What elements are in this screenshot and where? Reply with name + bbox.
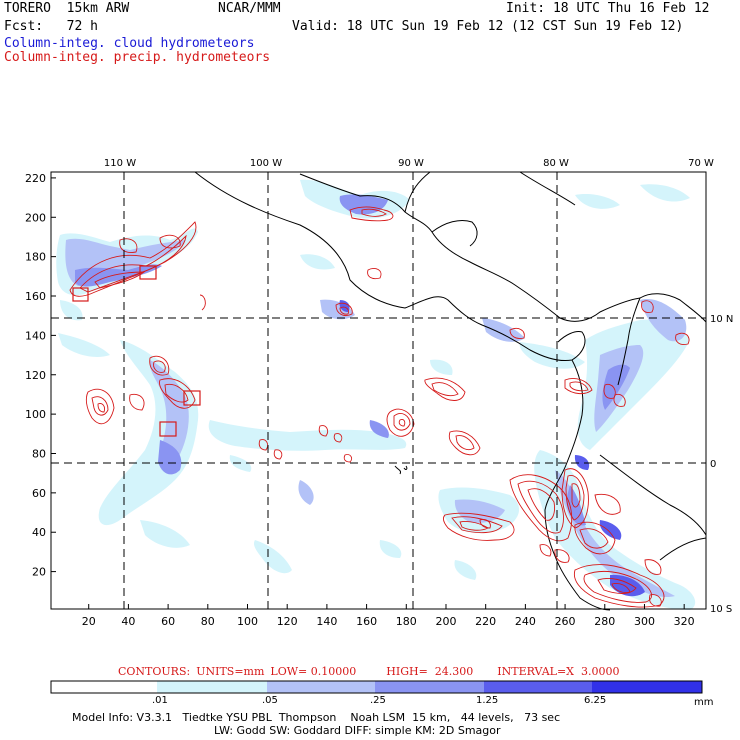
y-tick-label: 80 (32, 447, 46, 460)
x-tick-label: 100 (237, 615, 258, 628)
lat-lon-grid (51, 172, 706, 609)
colorbar-segment (592, 681, 702, 693)
x-tick-label: 160 (356, 615, 377, 628)
y-tick-label: 200 (25, 211, 46, 224)
y-tick-label: 140 (25, 329, 46, 342)
colorbar-unit: mm (694, 697, 714, 708)
colorbar-segment (157, 681, 267, 693)
coastlines (194, 171, 707, 611)
physics-info: LW: Godd SW: Goddard DIFF: simple KM: 2D… (214, 724, 501, 737)
x-tick-label: 240 (515, 615, 536, 628)
x-tick-label: 200 (435, 615, 456, 628)
colorbar-segment (484, 681, 592, 693)
colorbar-tick: .05 (262, 695, 278, 706)
colorbar-tick: .01 (152, 695, 168, 706)
precip-field-label: Column-integ. precip. hydrometeors (4, 50, 271, 65)
axis-ticks: 20 40 60 80 100 120 140 160 180 200 220 240 260 280 30… (25, 172, 695, 628)
map-frame (50, 171, 707, 610)
y-tick-label: 60 (32, 487, 46, 500)
forecast-map: 110 W 100 W 90 W 80 W 70 W 10 N 0 10 S (25, 158, 733, 628)
lat-label: 10 S (710, 604, 732, 615)
colorbar-segment (267, 681, 375, 693)
x-tick-label: 260 (555, 615, 576, 628)
valid-time: Valid: 18 UTC Sun 19 Feb 12 (12 CST Sun … (292, 19, 684, 34)
model-info: Model Info: V3.3.1 Tiedtke YSU PBL Thomp… (72, 711, 561, 724)
x-tick-label: 180 (396, 615, 417, 628)
x-tick-label: 320 (674, 615, 695, 628)
y-tick-label: 120 (25, 369, 46, 382)
x-tick-label: 80 (201, 615, 215, 628)
colorbar-segment (51, 681, 157, 693)
x-tick-label: 220 (475, 615, 496, 628)
lon-label: 110 W (104, 158, 136, 169)
x-tick-label: 300 (634, 615, 655, 628)
colorbar-tick: .25 (370, 695, 386, 706)
x-tick-label: 120 (277, 615, 298, 628)
init-time: Init: 18 UTC Thu 16 Feb 12 (506, 1, 710, 16)
y-tick-label: 100 (25, 408, 46, 421)
x-tick-label: 20 (82, 615, 96, 628)
x-tick-label: 140 (316, 615, 337, 628)
center-label: NCAR/MMM (218, 1, 281, 16)
forecast-hour: Fcst: 72 h (4, 19, 98, 34)
colorbar-tick: 6.25 (584, 695, 607, 706)
y-tick-label: 20 (32, 566, 46, 579)
y-tick-label: 40 (32, 526, 46, 539)
y-tick-label: 160 (25, 290, 46, 303)
y-tick-label: 220 (25, 172, 46, 185)
colorbar-segment (375, 681, 484, 693)
cloud-shading (56, 179, 696, 610)
lon-label: 100 W (250, 158, 282, 169)
x-tick-label: 280 (594, 615, 615, 628)
lat-label: 0 (710, 459, 716, 470)
x-tick-label: 40 (121, 615, 135, 628)
lat-label: 10 N (710, 314, 733, 325)
lon-label: 80 W (543, 158, 569, 169)
contour-info: CONTOURS: UNITS=mm LOW= 0.10000 HIGH= 24.30… (118, 665, 620, 678)
lon-label: 90 W (398, 158, 424, 169)
max-boxes (72, 265, 201, 437)
cloud-field-label: Column-integ. cloud hydrometeors (4, 36, 255, 51)
colorbar-tick: 1.25 (476, 695, 499, 706)
x-tick-label: 60 (161, 615, 175, 628)
lon-label: 70 W (688, 158, 714, 169)
y-tick-label: 180 (25, 251, 46, 264)
colorbar (50, 680, 703, 694)
model-title: TORERO 15km ARW (4, 1, 130, 16)
